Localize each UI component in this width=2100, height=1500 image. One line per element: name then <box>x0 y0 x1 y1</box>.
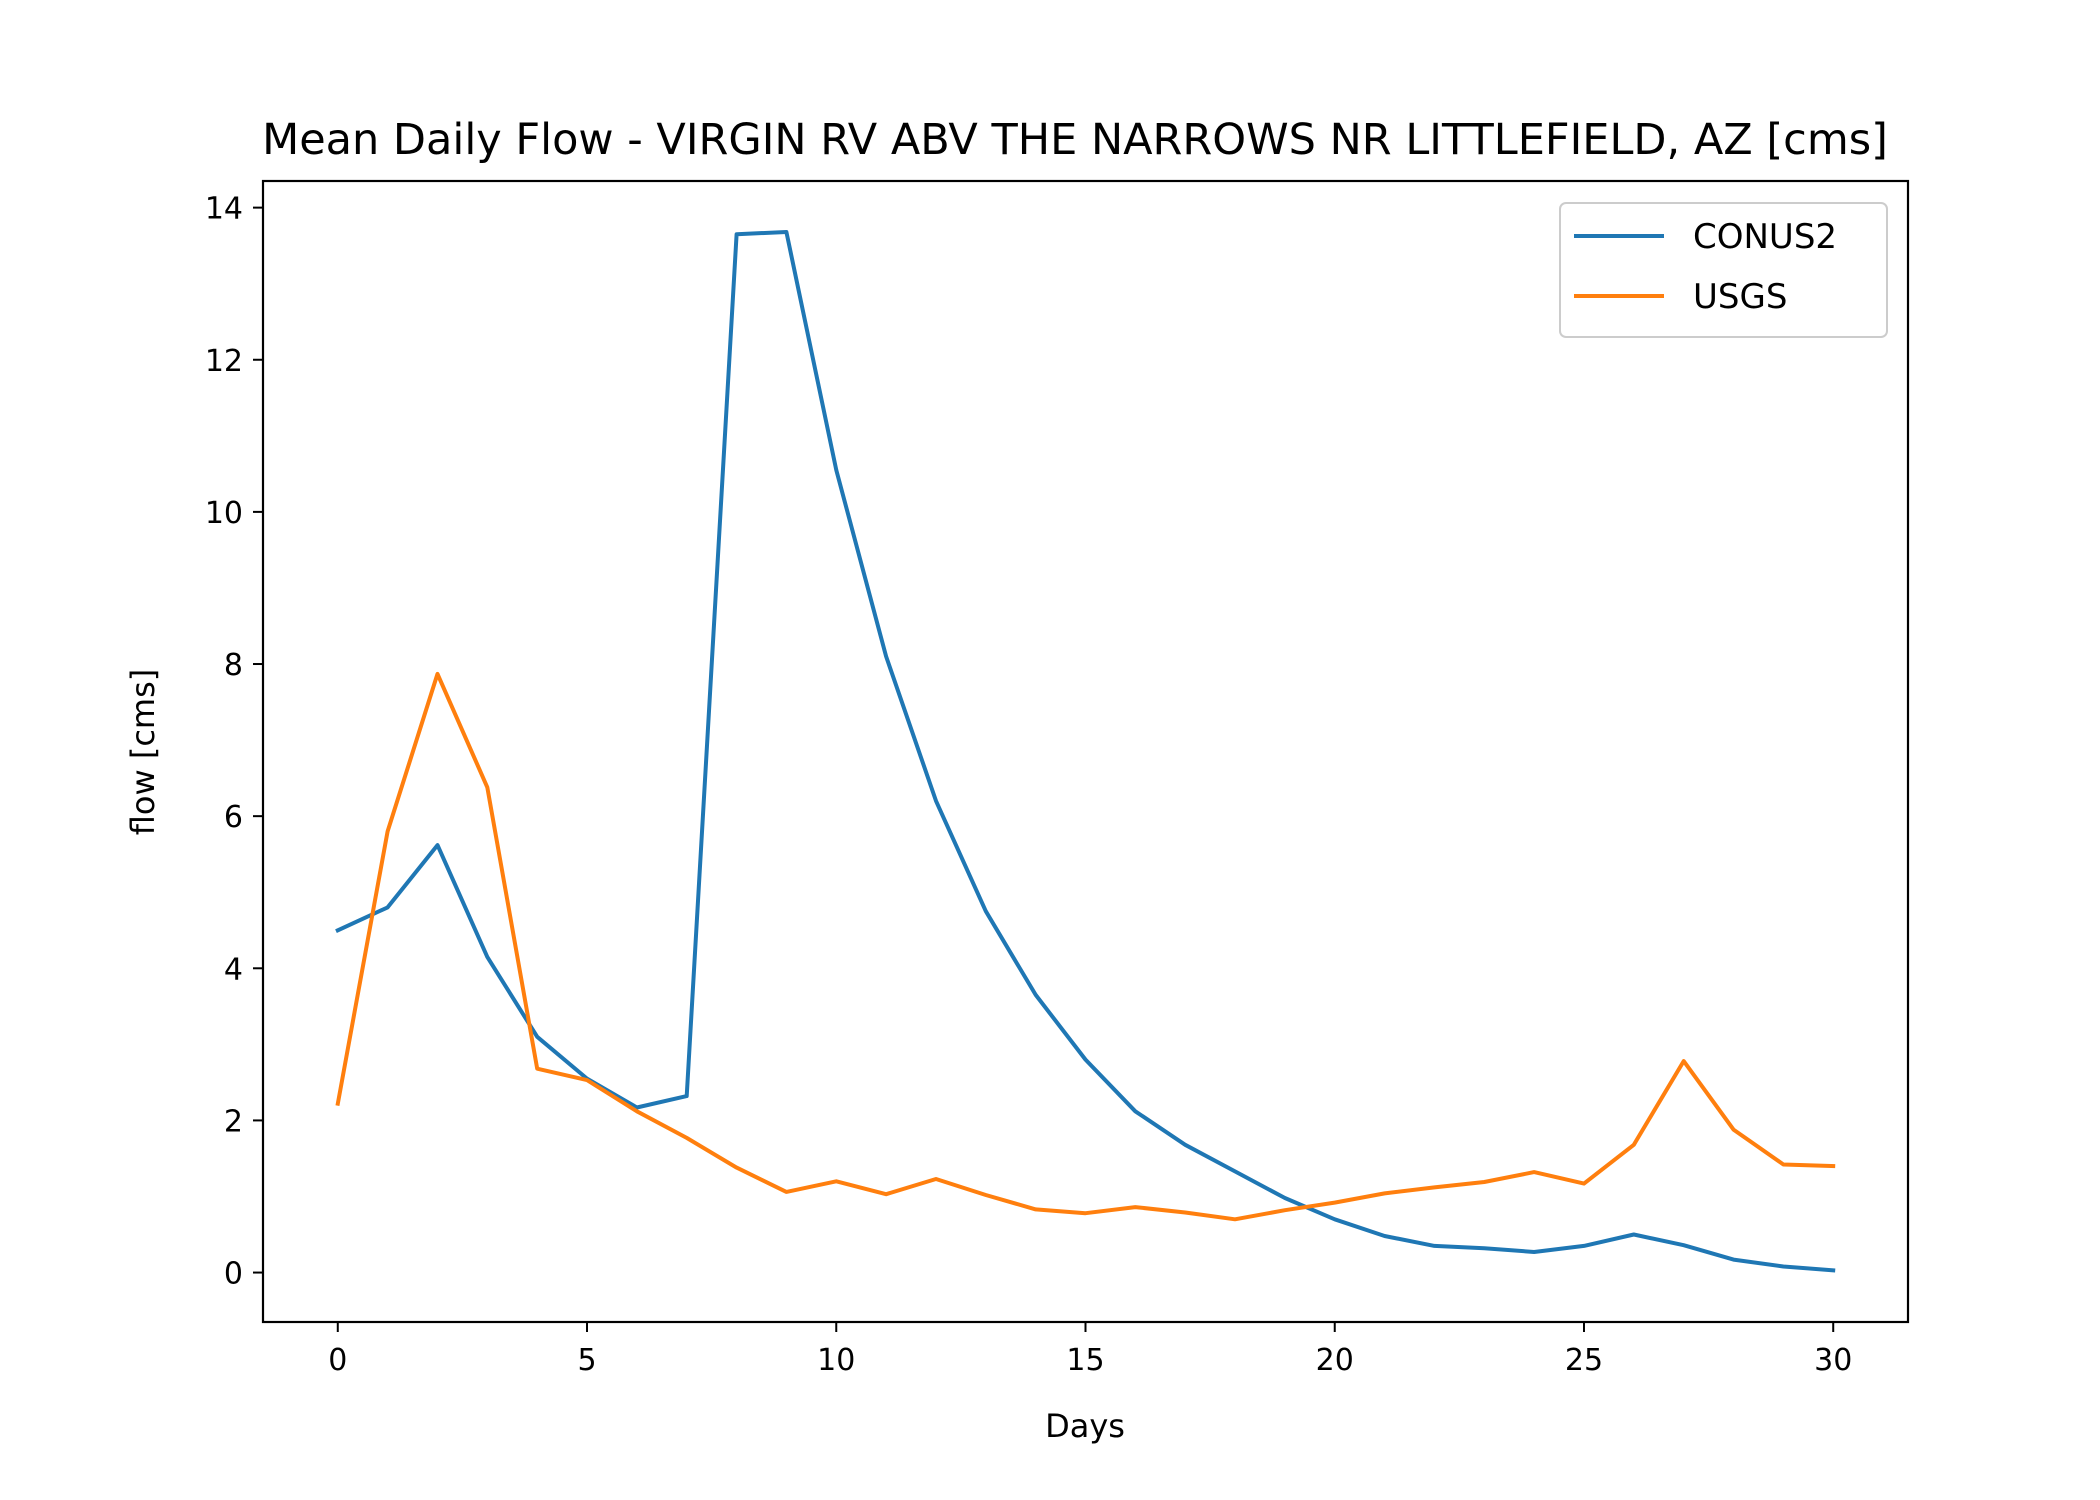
series-layer <box>335 230 1836 1273</box>
series-line-usgs <box>335 671 1836 1222</box>
y-axis-label: flow [cms] <box>124 669 162 835</box>
y-axis: 0 2 4 6 8 10 12 14 <box>205 192 263 1292</box>
legend: CONUS2 USGS <box>1559 202 1888 338</box>
legend-label-usgs: USGS <box>1693 277 1787 317</box>
y-tick-label: 6 <box>224 800 243 835</box>
y-tick-label: 0 <box>224 1257 243 1292</box>
x-tick-label: 15 <box>1066 1343 1104 1378</box>
x-axis: 0 5 10 15 20 25 30 <box>328 1322 1852 1378</box>
y-tick-label: 14 <box>205 192 243 227</box>
y-tick-label: 12 <box>205 344 243 379</box>
y-tick-label: 4 <box>224 952 243 987</box>
x-tick-label: 20 <box>1316 1343 1354 1378</box>
y-tick-label: 10 <box>205 496 243 531</box>
x-axis-label: Days <box>1045 1407 1125 1445</box>
x-tick-label: 0 <box>328 1343 347 1378</box>
legend-label-conus2: CONUS2 <box>1693 217 1837 257</box>
chart-title: Mean Daily Flow - VIRGIN RV ABV THE NARR… <box>262 115 1888 165</box>
x-tick-label: 5 <box>577 1343 596 1378</box>
x-tick-label: 25 <box>1565 1343 1603 1378</box>
x-tick-label: 10 <box>817 1343 855 1378</box>
x-tick-label: 30 <box>1814 1343 1852 1378</box>
y-tick-label: 8 <box>224 648 243 683</box>
y-tick-label: 2 <box>224 1104 243 1139</box>
